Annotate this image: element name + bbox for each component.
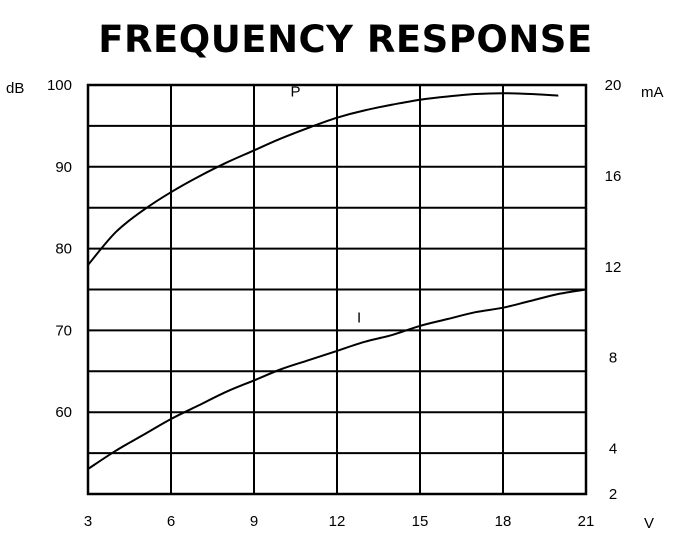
x-tick-label: 12 xyxy=(329,513,346,530)
axis-labels: P I 60 70 80 90 100 2 4 8 12 16 20 3 6 9 12 15 18 21 dB mA V xyxy=(6,77,664,532)
y-right-tick-label: 16 xyxy=(605,168,622,185)
y-left-tick-label: 100 xyxy=(47,77,72,94)
y-right-unit: mA xyxy=(641,84,664,101)
series-label-I: I xyxy=(357,309,361,326)
y-left-tick-label: 90 xyxy=(55,159,72,176)
y-left-tick-label: 80 xyxy=(55,241,72,258)
x-tick-label: 3 xyxy=(84,513,92,530)
x-tick-label: 18 xyxy=(495,513,512,530)
series-line-I xyxy=(87,288,587,470)
y-right-tick-label: 12 xyxy=(605,259,622,276)
grid xyxy=(86,83,588,496)
y-right-tick-label: 4 xyxy=(609,441,617,458)
x-unit: V xyxy=(644,515,654,532)
y-left-unit: dB xyxy=(6,80,24,97)
x-tick-label: 21 xyxy=(578,513,595,530)
x-tick-label: 6 xyxy=(167,513,175,530)
y-right-tick-label: 20 xyxy=(605,77,622,94)
x-tick-label: 15 xyxy=(412,513,429,530)
chart-title: FREQUENCY RESPONSE xyxy=(98,18,593,61)
y-right-tick-label: 8 xyxy=(609,350,617,367)
series-line-P xyxy=(87,92,559,266)
y-left-tick-label: 60 xyxy=(55,404,72,421)
y-right-tick-label: 2 xyxy=(609,486,617,503)
y-left-tick-label: 70 xyxy=(55,322,72,339)
series-label-P: P xyxy=(290,83,300,100)
x-tick-label: 9 xyxy=(250,513,258,530)
curves xyxy=(87,92,587,470)
